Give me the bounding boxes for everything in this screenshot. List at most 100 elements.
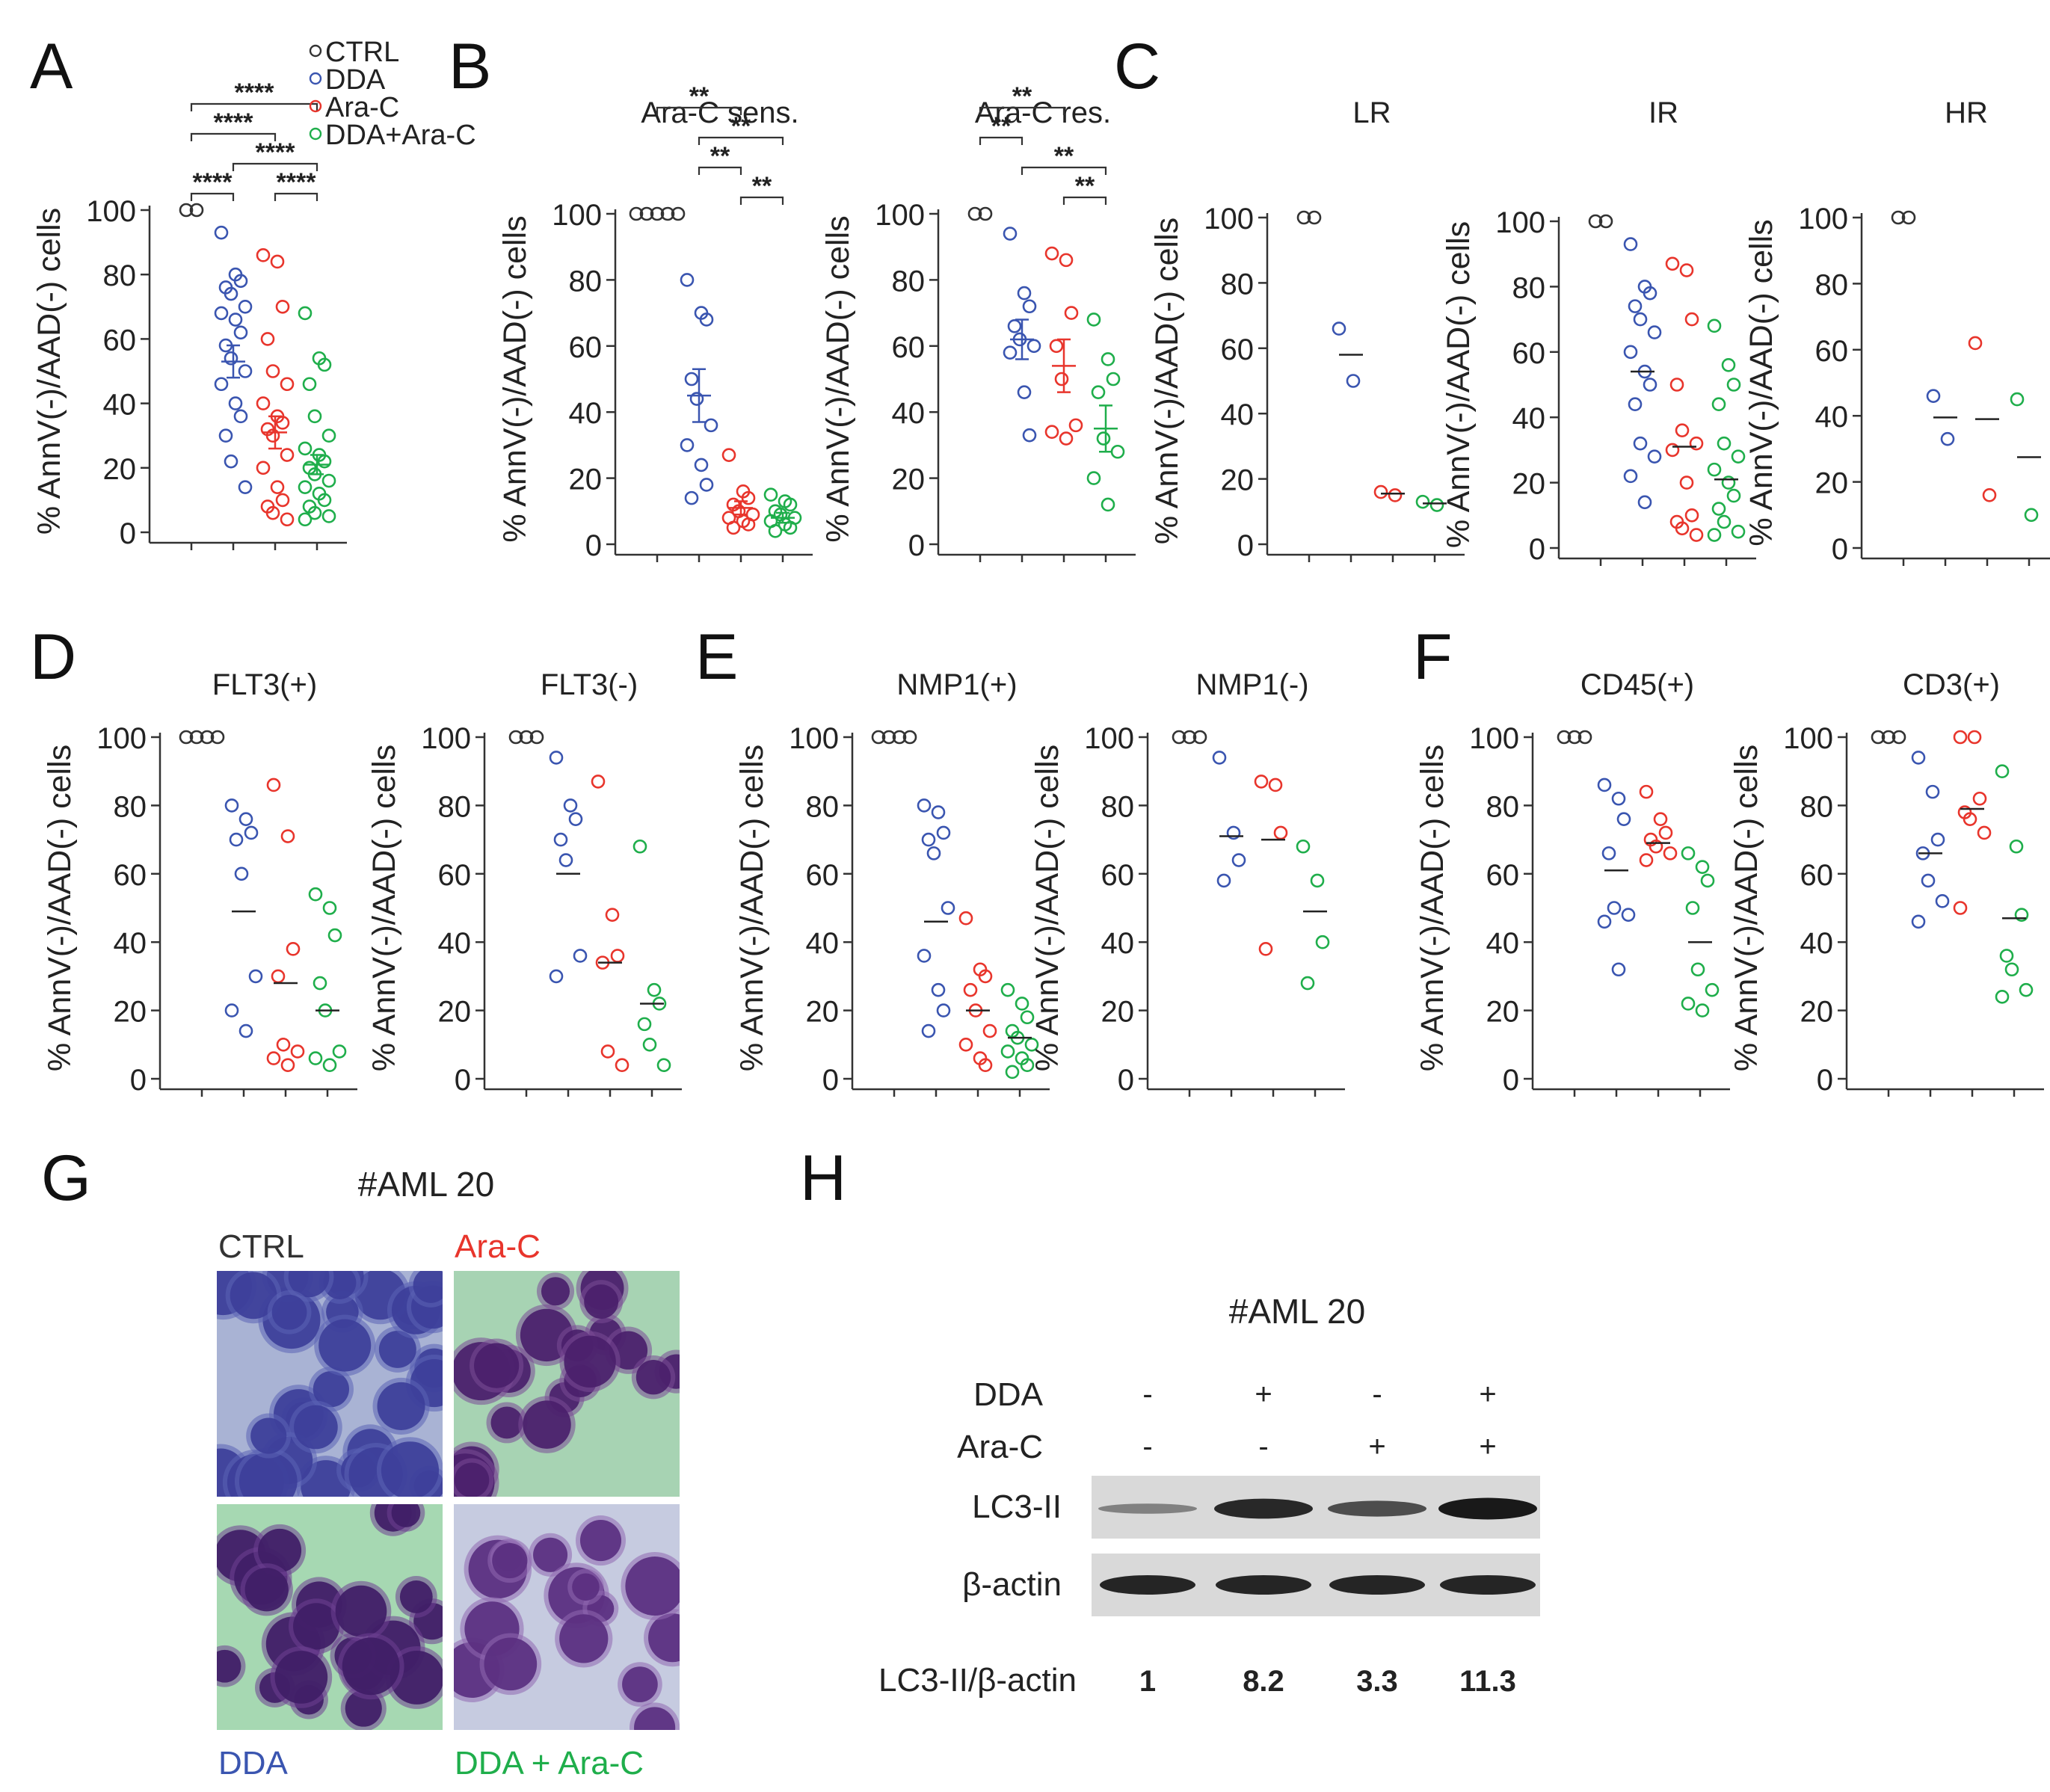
ratio-value: 11.3 xyxy=(1459,1665,1516,1698)
data-point xyxy=(558,853,573,867)
significance-label: ** xyxy=(752,172,772,200)
lane-dda-sign: - xyxy=(1372,1378,1382,1411)
data-point xyxy=(573,949,588,963)
cell-nucleus xyxy=(294,1405,338,1450)
data-point xyxy=(917,949,932,963)
data-point xyxy=(1628,299,1643,313)
data-point xyxy=(1649,839,1663,854)
data-point xyxy=(1705,982,1720,997)
data-point xyxy=(1684,508,1699,523)
y-tick-label: 60 xyxy=(1512,337,1546,370)
cell-nucleus xyxy=(244,1568,289,1612)
data-point xyxy=(1891,210,1906,225)
chart-D1: 0 20 40 60 80 100 % AnnV(-)/AAD(-) cells FLT3(+… xyxy=(42,668,357,1097)
y-tick-label: 0 xyxy=(120,517,136,550)
y-tick-label: 20 xyxy=(438,996,472,1029)
data-point xyxy=(1731,524,1746,539)
significance-bracket xyxy=(979,106,1065,115)
cell-nucleus xyxy=(490,1406,523,1439)
data-point xyxy=(1068,418,1083,433)
y-tick-label: 60 xyxy=(1486,859,1520,892)
data-point xyxy=(1182,730,1197,745)
data-point xyxy=(699,312,714,327)
cell-nucleus xyxy=(584,1284,619,1319)
data-point xyxy=(1717,436,1732,451)
data-point xyxy=(650,206,665,221)
data-point xyxy=(224,1003,239,1017)
data-point xyxy=(313,976,327,991)
data-point xyxy=(694,458,709,472)
chart-B2: 0 20 40 60 80 100 % AnnV(-)/AAD(-) cells Ara-C … xyxy=(820,82,1136,562)
data-point xyxy=(519,730,534,745)
data-point xyxy=(214,306,229,321)
data-point xyxy=(1101,352,1115,366)
data-point xyxy=(1003,227,1018,241)
data-point xyxy=(260,332,275,346)
chart-C2: 0 20 40 60 80 100 % AnnV(-)/AAD(-) cells IR xyxy=(1441,96,1756,566)
data-point xyxy=(1607,901,1622,915)
micrograph-label: Ara-C xyxy=(455,1228,541,1265)
data-point xyxy=(1110,444,1125,459)
y-tick-label: 40 xyxy=(1101,927,1135,960)
data-point xyxy=(1925,784,1940,799)
data-point xyxy=(1881,730,1896,745)
data-point xyxy=(1669,378,1684,392)
lane-dda-sign: + xyxy=(1479,1378,1496,1411)
data-point xyxy=(680,438,695,452)
data-point xyxy=(1675,423,1690,437)
data-point xyxy=(978,969,993,984)
y-tick-label: 60 xyxy=(1800,859,1834,892)
data-point xyxy=(1726,488,1741,503)
data-point xyxy=(1044,425,1059,440)
data-point xyxy=(568,812,583,826)
data-point xyxy=(1096,431,1111,446)
data-point xyxy=(1901,210,1916,225)
y-tick-label: 20 xyxy=(1512,468,1546,501)
y-tick-label: 80 xyxy=(806,790,840,823)
data-point xyxy=(189,730,204,745)
y-tick-label: 80 xyxy=(438,790,472,823)
cell-nucleus xyxy=(634,1707,676,1730)
y-tick-label: 20 xyxy=(1221,464,1255,497)
cell-nucleus xyxy=(541,1277,570,1306)
cell-nucleus xyxy=(533,1537,568,1572)
chart-C3: 0 20 40 60 80 100 % AnnV(-)/AAD(-) cells HR xyxy=(1743,96,2050,566)
data-point xyxy=(1679,475,1694,490)
data-point xyxy=(1557,730,1572,745)
data-point xyxy=(1429,498,1444,512)
data-point xyxy=(298,512,313,527)
data-point xyxy=(1307,210,1322,225)
cell-nucleus xyxy=(238,1452,298,1497)
cell-nucleus xyxy=(492,1542,528,1579)
y-axis-label: % AnnV(-)/AAD(-) cells xyxy=(1441,221,1477,548)
y-tick-label: 80 xyxy=(1800,790,1834,823)
data-point xyxy=(322,901,337,915)
data-point xyxy=(1711,502,1726,516)
data-point xyxy=(982,1023,997,1038)
data-point xyxy=(931,982,946,997)
data-point xyxy=(529,730,544,745)
cell-nucleus xyxy=(293,1603,340,1650)
data-point xyxy=(1690,962,1705,977)
y-tick-label: 60 xyxy=(892,331,926,364)
cell-nucleus xyxy=(474,1343,520,1388)
data-point xyxy=(1695,1003,1710,1017)
y-tick-label: 40 xyxy=(1815,401,1849,434)
chart-E2: 0 20 40 60 80 100 % AnnV(-)/AAD(-) cells NMP1(-… xyxy=(1029,668,1345,1097)
data-point xyxy=(2010,392,2025,407)
data-point xyxy=(1623,237,1638,251)
lc3-band xyxy=(1214,1498,1313,1519)
y-tick-label: 0 xyxy=(455,1064,471,1097)
data-point xyxy=(1172,730,1186,745)
data-point xyxy=(2019,982,2034,997)
data-point xyxy=(958,1038,973,1052)
y-tick-label: 60 xyxy=(1101,859,1135,892)
significance-label: **** xyxy=(277,168,317,197)
y-tick-label: 80 xyxy=(1815,268,1849,301)
significance-label: **** xyxy=(214,108,254,137)
data-point xyxy=(218,428,233,443)
data-point xyxy=(684,372,699,387)
data-point xyxy=(1044,246,1059,261)
significance-bracket xyxy=(656,106,742,115)
